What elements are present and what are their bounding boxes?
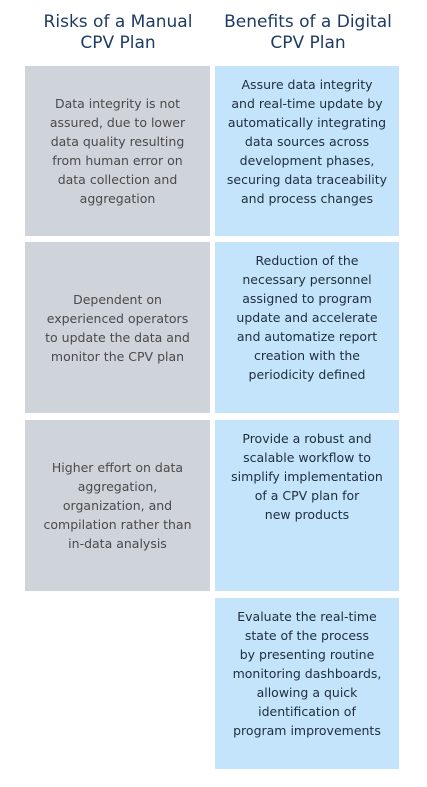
risk-cell-data-integrity: Data integrity is not assured, due to lo… bbox=[25, 66, 210, 236]
benefit-cell-personnel: Reduction of the necessary personnel ass… bbox=[215, 242, 399, 413]
benefit-text: Provide a robust and scalable workflow t… bbox=[231, 431, 383, 522]
risk-text: Higher effort on data aggregation, organ… bbox=[43, 460, 192, 551]
benefit-text: Evaluate the real-time state of the proc… bbox=[232, 609, 382, 738]
risk-text: Data integrity is not assured, due to lo… bbox=[49, 96, 186, 206]
risk-text: Dependent on experienced operators to up… bbox=[45, 291, 190, 364]
benefit-cell-data-integrity: Assure data integrity and real-time upda… bbox=[215, 66, 399, 236]
risk-cell-operators: Dependent on experienced operators to up… bbox=[25, 242, 210, 413]
benefit-text: Assure data integrity and real-time upda… bbox=[226, 77, 388, 206]
risk-cell-effort: Higher effort on data aggregation, organ… bbox=[25, 420, 210, 591]
benefit-cell-dashboards: Evaluate the real-time state of the proc… bbox=[215, 598, 399, 769]
risks-column-heading: Risks of a Manual CPV Plan bbox=[43, 12, 193, 53]
benefits-column-heading: Benefits of a Digital CPV Plan bbox=[224, 12, 392, 53]
benefit-text: Reduction of the necessary personnel ass… bbox=[236, 253, 378, 382]
benefit-cell-workflow: Provide a robust and scalable workflow t… bbox=[215, 420, 399, 591]
